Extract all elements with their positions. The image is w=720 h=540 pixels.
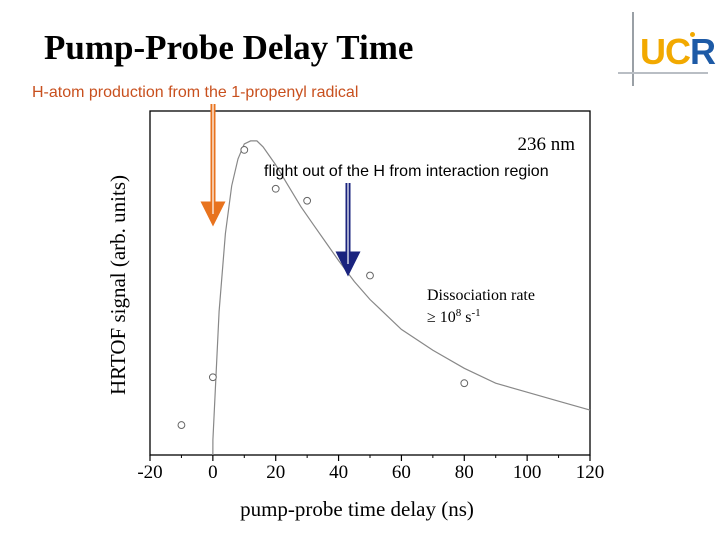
fit-curve bbox=[212, 140, 591, 456]
x-axis-title: pump-probe time delay (ns) bbox=[240, 497, 474, 521]
x-tick-label: 80 bbox=[455, 462, 474, 483]
data-point bbox=[208, 373, 217, 382]
slide-title: Pump-Probe Delay Time bbox=[44, 28, 414, 67]
data-point bbox=[177, 421, 186, 429]
data-point bbox=[366, 271, 374, 280]
x-tick-label: 40 bbox=[329, 462, 348, 483]
logo-letters-uc: UC bbox=[640, 31, 691, 72]
x-tick-label: 60 bbox=[392, 462, 411, 483]
rate-value: ≥ 108 s-1 bbox=[427, 307, 481, 326]
ucr-logo: UCR bbox=[618, 12, 716, 86]
logo-letter-r: R bbox=[690, 31, 716, 72]
logo-wordmark: UCR bbox=[640, 31, 716, 72]
x-tick-label: 0 bbox=[208, 462, 218, 483]
data-point bbox=[303, 196, 312, 205]
rate-exponent-minus1: -1 bbox=[472, 307, 481, 319]
slide-subtitle: H-atom production from the 1-propenyl ra… bbox=[32, 84, 359, 101]
x-axis-tick-labels: -20 0 20 40 60 80 100 120 bbox=[137, 462, 604, 483]
x-tick-label: 20 bbox=[266, 462, 285, 483]
logo-vertical-rule bbox=[632, 12, 634, 86]
y-axis-title: HRTOF signal (arb. units) bbox=[106, 175, 130, 395]
flight-annotation: flight out of the H from interaction reg… bbox=[264, 163, 549, 180]
rate-exponent-8: 8 bbox=[456, 307, 462, 319]
x-tick-label: 120 bbox=[576, 462, 605, 483]
x-axis-ticks bbox=[149, 455, 591, 461]
wavelength-label: 236 nm bbox=[517, 134, 575, 155]
x-tick-label: -20 bbox=[137, 462, 162, 483]
data-points bbox=[177, 145, 469, 429]
data-point bbox=[271, 184, 280, 193]
rate-value-prefix: ≥ 10 bbox=[427, 309, 456, 326]
logo-star-icon bbox=[690, 32, 695, 37]
data-point bbox=[240, 145, 249, 154]
rate-value-unit: s bbox=[461, 309, 471, 326]
data-point bbox=[460, 379, 469, 388]
rate-title: Dissociation rate bbox=[427, 287, 535, 304]
x-tick-label: 100 bbox=[513, 462, 542, 483]
logo-horizontal-rule bbox=[618, 72, 708, 74]
